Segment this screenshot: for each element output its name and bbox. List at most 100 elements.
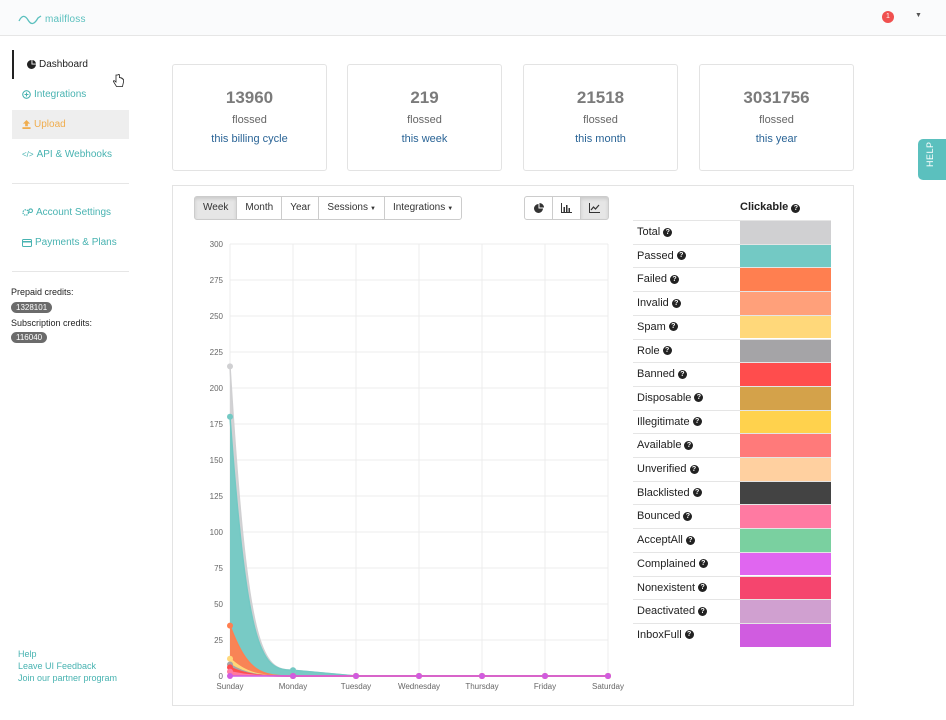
question-circle-icon[interactable]: ? — [698, 583, 708, 592]
legend-row-unverified[interactable]: Unverified? — [633, 457, 831, 481]
legend-swatch[interactable] — [740, 552, 831, 576]
y-tick-label: 125 — [210, 492, 224, 501]
sessions-dropdown-label: Sessions — [327, 202, 368, 213]
stat-period: this year — [755, 133, 798, 145]
bar-chart-icon — [561, 203, 572, 213]
legend-row-banned[interactable]: Banned? — [633, 362, 831, 386]
legend-row-invalid[interactable]: Invalid? — [633, 291, 831, 315]
legend-swatch[interactable] — [740, 363, 831, 386]
data-point-inboxfull — [290, 673, 296, 679]
line-chart-button[interactable] — [580, 196, 609, 220]
question-circle-icon[interactable]: ? — [677, 369, 687, 379]
legend-row-inboxfull[interactable]: InboxFull? — [633, 622, 831, 647]
legend-row-total[interactable]: Total? — [633, 220, 831, 244]
integrations-dropdown[interactable]: Integrations ▼ — [383, 196, 463, 220]
legend-row-disposable[interactable]: Disposable? — [633, 385, 831, 410]
legend-row-failed[interactable]: Failed? — [633, 267, 831, 292]
question-circle-icon[interactable]: ? — [692, 417, 702, 427]
legend-row-spam[interactable]: Spam? — [633, 314, 831, 339]
legend-row-acceptall[interactable]: AcceptAll? — [633, 528, 831, 552]
question-circle-icon[interactable]: ? — [671, 298, 681, 308]
legend-swatch[interactable] — [740, 315, 831, 339]
x-tick-label: Wednesday — [398, 682, 440, 691]
pie-chart-icon — [533, 203, 544, 213]
legend-swatch[interactable] — [740, 623, 831, 647]
data-point-inboxfull — [605, 673, 611, 679]
legend-label: Deactivated? — [637, 605, 708, 617]
question-circle-icon[interactable]: ? — [662, 346, 672, 355]
data-point-banned — [227, 664, 233, 671]
legend-swatch[interactable] — [740, 244, 831, 268]
legend-swatch[interactable] — [740, 292, 831, 315]
question-circle-icon[interactable]: ? — [684, 630, 694, 640]
question-circle-icon[interactable]: ? — [663, 227, 673, 237]
legend-swatch[interactable] — [740, 268, 831, 292]
sidebar-item-upload[interactable]: Upload — [12, 110, 129, 139]
legend-swatch[interactable] — [740, 434, 831, 457]
legend-row-bounced[interactable]: Bounced? — [633, 504, 831, 529]
legend-label: Passed? — [637, 250, 686, 262]
sidebar-item-integrations[interactable]: Integrations — [12, 80, 129, 109]
question-circle-icon[interactable]: ? — [668, 322, 678, 332]
legend-row-role[interactable]: Role? — [633, 338, 831, 363]
y-tick-label: 250 — [210, 312, 224, 321]
user-menu-caret-icon[interactable]: ▼ — [915, 12, 922, 19]
help-link[interactable]: Help — [18, 649, 37, 659]
legend-label: Unverified? — [637, 463, 699, 475]
question-circle-icon[interactable]: ? — [684, 440, 694, 450]
help-tab[interactable]: HELP — [918, 139, 946, 180]
question-circle-icon[interactable]: ? — [669, 274, 679, 284]
legend-label-text: Complained — [637, 557, 696, 570]
sidebar-divider — [12, 271, 129, 272]
bar-chart-button[interactable] — [552, 196, 581, 220]
legend-swatch[interactable] — [740, 600, 831, 623]
legend-row-illegitimate[interactable]: Illegitimate? — [633, 409, 831, 434]
legend-swatch[interactable] — [740, 576, 831, 600]
legend-row-available[interactable]: Available? — [633, 433, 831, 457]
sidebar-item-account-settings[interactable]: Account Settings — [12, 198, 129, 227]
code-icon: </> — [22, 150, 34, 159]
sidebar-item-api-webhooks[interactable]: </> API & Webhooks — [12, 140, 129, 169]
range-week-button[interactable]: Week — [194, 196, 238, 220]
sidebar-item-payments-plans[interactable]: Payments & Plans — [12, 228, 129, 257]
legend-swatch[interactable] — [740, 458, 831, 481]
range-month-button[interactable]: Month — [236, 196, 283, 220]
question-circle-icon[interactable]: ? — [698, 606, 708, 616]
question-circle-icon[interactable]: ? — [676, 251, 686, 261]
legend-row-blacklisted[interactable]: Blacklisted? — [633, 480, 831, 505]
legend-swatch[interactable] — [740, 529, 831, 552]
sidebar-item-label: Upload — [34, 119, 66, 130]
feedback-link[interactable]: Leave UI Feedback — [18, 661, 97, 671]
legend-row-nonexistent[interactable]: Nonexistent? — [633, 575, 831, 600]
range-year-button[interactable]: Year — [281, 196, 320, 220]
legend-row-passed[interactable]: Passed? — [633, 243, 831, 268]
partner-program-link[interactable]: Join our partner program — [18, 673, 118, 683]
gears-icon — [22, 208, 33, 216]
legend-swatch[interactable] — [740, 481, 831, 505]
question-circle-icon[interactable]: ? — [698, 559, 708, 569]
legend-swatch[interactable] — [740, 386, 831, 410]
question-circle-icon[interactable]: ? — [694, 393, 704, 403]
legend-swatch[interactable] — [740, 221, 831, 244]
question-circle-icon[interactable]: ? — [683, 511, 693, 521]
question-circle-icon[interactable]: ? — [692, 488, 702, 498]
sessions-dropdown[interactable]: Sessions ▼ — [318, 196, 385, 220]
question-circle-icon[interactable]: ? — [685, 535, 695, 545]
logo[interactable]: mailfloss — [18, 14, 86, 25]
legend-swatch[interactable] — [740, 505, 831, 529]
legend-label: Failed? — [637, 273, 679, 285]
range-button-group: Week Month Year Sessions ▼ Integrations ▼ — [194, 196, 463, 220]
legend-row-complained[interactable]: Complained? — [633, 551, 831, 576]
legend-swatch[interactable] — [740, 339, 831, 363]
legend-label: Total? — [637, 226, 673, 238]
notification-badge[interactable]: 1 — [882, 11, 894, 23]
sidebar-item-dashboard[interactable]: Dashboard — [12, 50, 129, 79]
question-circle-icon[interactable]: ? — [791, 204, 801, 213]
question-circle-icon[interactable]: ? — [689, 464, 699, 474]
pie-chart-button[interactable] — [524, 196, 553, 220]
y-tick-label: 150 — [210, 456, 224, 465]
legend-row-deactivated[interactable]: Deactivated? — [633, 599, 831, 623]
data-point-passed — [227, 413, 233, 420]
x-tick-label: Friday — [534, 682, 556, 691]
legend-swatch[interactable] — [740, 410, 831, 434]
